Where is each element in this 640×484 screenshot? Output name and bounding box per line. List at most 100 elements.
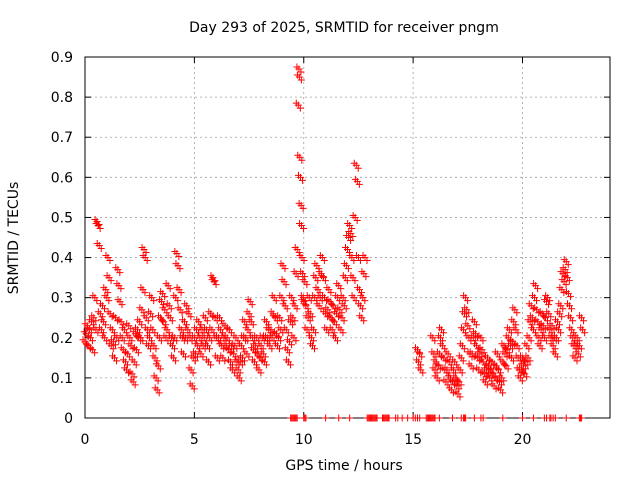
data-point-marker	[285, 316, 293, 324]
data-point-marker	[217, 352, 225, 360]
data-point-marker	[502, 345, 510, 353]
data-point-marker	[565, 312, 573, 320]
data-point-marker	[469, 365, 477, 373]
data-point-marker	[109, 345, 117, 353]
data-point-marker	[427, 332, 435, 340]
data-point-marker	[134, 349, 142, 357]
data-point-marker	[118, 301, 126, 309]
data-point-marker	[164, 312, 172, 320]
data-point-marker	[342, 244, 349, 252]
data-point-marker	[185, 364, 193, 372]
data-point-marker	[86, 316, 94, 324]
data-point-marker	[273, 332, 281, 340]
data-point-marker	[114, 317, 122, 325]
data-point-marker	[573, 340, 581, 348]
data-point-marker	[298, 176, 306, 184]
data-point-marker	[291, 317, 299, 325]
data-point-marker	[268, 345, 276, 353]
data-point-marker	[319, 292, 327, 300]
data-point-marker	[534, 285, 542, 293]
data-point-marker	[257, 369, 265, 377]
data-point-marker	[329, 332, 337, 340]
data-point-marker	[322, 304, 330, 312]
data-point-marker	[462, 320, 470, 328]
data-point-marker	[195, 348, 203, 356]
data-point-marker	[436, 324, 444, 332]
data-point-marker	[304, 308, 312, 316]
data-point-marker	[464, 297, 472, 305]
data-point-marker	[288, 341, 296, 349]
data-point-marker	[286, 361, 294, 369]
data-point-marker	[199, 312, 207, 320]
data-point-marker	[312, 329, 320, 337]
data-point-marker	[171, 345, 178, 353]
data-point-marker	[310, 272, 318, 280]
data-point-marker	[317, 272, 325, 280]
data-point-marker	[261, 316, 269, 324]
data-point-marker	[120, 337, 128, 345]
data-point-marker	[139, 337, 147, 345]
data-point-marker	[523, 332, 531, 340]
data-point-marker	[282, 356, 290, 364]
data-point-marker	[83, 324, 91, 332]
data-point-marker	[358, 289, 366, 297]
data-point-marker	[119, 321, 127, 329]
data-point-marker	[134, 316, 142, 324]
data-point-marker	[253, 364, 261, 372]
data-point-marker	[301, 324, 309, 332]
data-point-marker	[212, 281, 220, 289]
data-point-marker	[128, 356, 136, 364]
data-point-marker	[472, 321, 480, 329]
data-point-marker	[136, 329, 143, 337]
data-point-marker	[482, 373, 490, 381]
data-point-marker	[81, 320, 89, 328]
data-point-marker	[478, 368, 486, 376]
data-point-marker	[334, 304, 342, 312]
data-point-marker	[175, 324, 183, 332]
data-point-marker	[327, 300, 335, 308]
data-point-marker	[441, 364, 449, 372]
data-point-marker	[293, 414, 301, 422]
data-point-marker	[126, 368, 134, 376]
data-point-marker	[507, 329, 515, 337]
data-point-marker	[433, 348, 441, 356]
data-point-marker	[83, 341, 91, 349]
data-point-marker	[172, 357, 180, 365]
data-point-marker	[568, 305, 576, 313]
data-point-marker	[447, 376, 454, 384]
data-point-marker	[479, 376, 487, 384]
data-point-marker	[454, 377, 462, 385]
data-point-marker	[416, 414, 424, 422]
data-point-marker	[519, 414, 526, 422]
y-tick-label: 0.3	[51, 291, 73, 307]
data-point-marker	[535, 309, 543, 317]
data-point-marker	[168, 317, 176, 325]
data-point-marker	[554, 337, 562, 345]
data-point-marker	[230, 332, 238, 340]
data-point-marker	[316, 252, 324, 260]
data-point-marker	[504, 340, 512, 348]
data-point-marker	[345, 227, 353, 235]
data-point-marker	[481, 361, 489, 369]
data-point-marker	[101, 305, 108, 313]
data-point-marker	[515, 364, 523, 372]
data-point-marker	[292, 99, 300, 107]
data-point-marker	[453, 376, 461, 384]
data-point-marker	[293, 71, 301, 79]
data-point-marker	[555, 300, 563, 308]
data-point-marker	[150, 297, 158, 305]
data-point-marker	[556, 321, 563, 329]
data-point-marker	[566, 324, 574, 332]
data-point-marker	[124, 332, 132, 340]
data-point-marker	[183, 321, 191, 329]
data-point-marker	[270, 328, 278, 336]
data-point-marker	[293, 63, 301, 71]
data-point-marker	[147, 324, 155, 332]
data-point-marker	[302, 414, 310, 422]
data-point-marker	[128, 337, 136, 345]
data-point-marker	[181, 300, 189, 308]
data-point-marker	[535, 324, 543, 332]
data-point-marker	[87, 344, 95, 352]
data-point-marker	[543, 308, 551, 316]
data-point-marker	[249, 356, 257, 364]
